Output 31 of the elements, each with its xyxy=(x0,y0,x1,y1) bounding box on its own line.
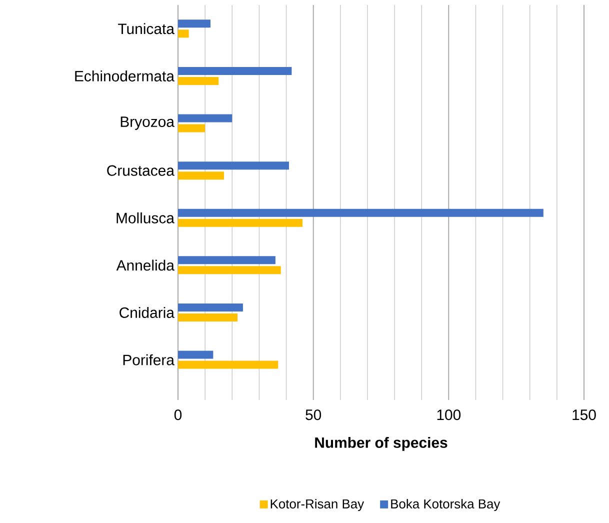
bar xyxy=(178,208,544,217)
bar xyxy=(178,172,224,180)
y-tick-label: Annelida xyxy=(116,260,174,271)
bar xyxy=(178,256,276,264)
bar xyxy=(178,20,210,28)
x-tick-label: 50 xyxy=(306,410,322,420)
bar xyxy=(178,76,219,85)
y-tick-label: Bryozoa xyxy=(120,116,174,130)
bar xyxy=(178,303,243,312)
bar xyxy=(178,360,278,369)
y-tick-label: Tunicata xyxy=(118,23,174,34)
bar xyxy=(178,66,292,75)
x-tick-label: 100 xyxy=(437,410,461,420)
legend-label: Boka Kotorska Bay xyxy=(391,498,500,512)
x-tick-label: 0 xyxy=(174,410,182,420)
bar xyxy=(178,218,303,227)
y-tick-label: Mollusca xyxy=(116,212,174,224)
y-tick-label: Cnidaria xyxy=(120,307,174,318)
x-axis-title: Number of species xyxy=(315,436,448,451)
bar xyxy=(178,266,281,274)
y-tick-label: Porifera xyxy=(123,354,174,366)
y-tick-label: Crustacea xyxy=(107,165,174,176)
legend-label: Kotor-Risan Bay xyxy=(270,498,364,512)
bar xyxy=(178,350,214,359)
bar xyxy=(178,162,289,170)
bar xyxy=(178,124,206,132)
bar xyxy=(178,30,189,38)
bar xyxy=(178,313,238,322)
bar xyxy=(178,114,232,122)
y-tick-label: Echinodermata xyxy=(75,70,174,82)
x-tick-label: 150 xyxy=(572,410,596,420)
